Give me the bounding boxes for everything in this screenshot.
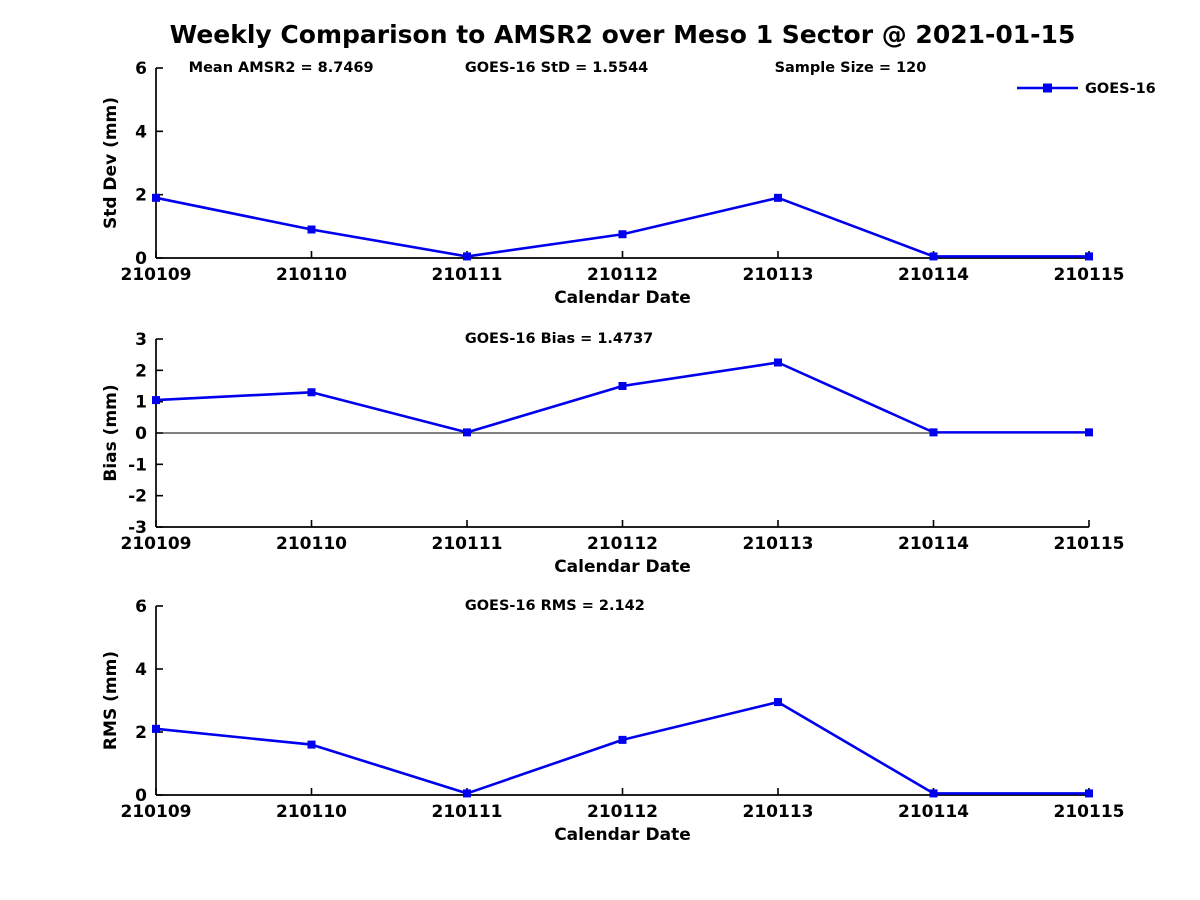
- data-point-marker: [929, 428, 938, 437]
- x-tick-label: 210109: [121, 534, 192, 554]
- data-point-marker: [774, 358, 782, 367]
- x-tick-label: 210113: [743, 265, 814, 285]
- x-tick-label: 210110: [276, 265, 347, 285]
- x-tick-label: 210112: [587, 802, 658, 822]
- data-point-marker: [307, 225, 316, 234]
- data-point-marker: [1085, 789, 1093, 798]
- x-tick-label: 210114: [898, 534, 969, 554]
- x-tick-label: 210113: [743, 802, 814, 822]
- data-point-marker: [774, 193, 782, 202]
- series-line-GOES-16: [155, 700, 1089, 795]
- x-tick-label: 210115: [1054, 802, 1125, 822]
- data-point-marker: [463, 789, 471, 798]
- data-point-marker: [618, 382, 627, 390]
- x-tick-label: 210115: [1054, 265, 1125, 285]
- annotation-text: GOES-16 RMS = 2.142: [465, 598, 645, 614]
- figure-title: Weekly Comparison to AMSR2 over Meso 1 S…: [169, 20, 1076, 49]
- data-point-marker: [463, 252, 471, 261]
- y-tick-label: 3: [135, 330, 147, 350]
- data-point-marker: [307, 388, 316, 397]
- y-tick-label: 0: [135, 786, 147, 806]
- x-tick-label: 210110: [276, 534, 347, 554]
- legend-label: GOES-16: [1085, 81, 1156, 97]
- y-tick-label: 0: [135, 249, 147, 269]
- x-tick-label: 210111: [432, 802, 503, 822]
- x-axis-label: Calendar Date: [554, 557, 691, 577]
- subplot-bias: -3 -2 -1 0 1 2 3 210109 210110 210111 210112 210113…: [101, 330, 1124, 577]
- y-tick-label: -1: [128, 455, 147, 475]
- subplot-rms: 0 2 4 6 210109 210110 210111 210112 210113 210114…: [101, 597, 1124, 845]
- x-tick-label: 210111: [432, 265, 503, 285]
- x-tick-label: 210113: [743, 534, 814, 554]
- data-point-marker: [1085, 428, 1093, 437]
- data-point-marker: [1085, 252, 1093, 261]
- data-point-marker: [618, 230, 627, 239]
- y-tick-label: -3: [128, 518, 147, 538]
- y-tick-label: 6: [135, 59, 147, 79]
- x-tick-label: 210109: [121, 802, 192, 822]
- data-point-marker: [152, 193, 160, 202]
- y-tick-label: 2: [135, 723, 147, 743]
- data-point-marker: [929, 789, 938, 798]
- data-point-marker: [152, 724, 160, 733]
- data-point-marker: [463, 428, 471, 437]
- y-tick-label: 2: [135, 186, 147, 206]
- data-point-marker: [774, 698, 782, 707]
- y-tick-label: -2: [128, 487, 147, 507]
- series-line-GOES-16: [155, 361, 1089, 434]
- y-tick-label: 4: [135, 660, 147, 680]
- y-tick-label: 2: [135, 361, 147, 381]
- x-tick-label: 210115: [1054, 534, 1125, 554]
- annotation-text: GOES-16 Bias = 1.4737: [465, 331, 653, 347]
- x-tick-label: 210110: [276, 802, 347, 822]
- x-tick-label: 210109: [121, 265, 192, 285]
- annotation-text: Mean AMSR2 = 8.7469: [189, 60, 374, 76]
- x-axis-label: Calendar Date: [554, 288, 691, 308]
- data-point-marker: [152, 396, 160, 405]
- series-line-GOES-16: [155, 196, 1089, 258]
- data-point-marker: [929, 252, 938, 261]
- data-point-marker: [307, 740, 316, 749]
- y-tick-label: 4: [135, 122, 147, 142]
- legend-marker: [1043, 83, 1052, 93]
- subplot-std-dev: 0 2 4 6 210109 210110 210111 210112 210113 210114…: [101, 59, 1156, 308]
- y-axis-label: Std Dev (mm): [101, 97, 121, 229]
- y-tick-label: 6: [135, 597, 147, 617]
- x-tick-label: 210114: [898, 802, 969, 822]
- y-tick-label: 0: [135, 424, 147, 444]
- x-tick-label: 210111: [432, 534, 503, 554]
- x-axis-label: Calendar Date: [554, 825, 691, 845]
- y-axis-label: RMS (mm): [101, 651, 121, 750]
- y-tick-label: 1: [135, 393, 147, 413]
- x-tick-label: 210112: [587, 534, 658, 554]
- annotation-text: Sample Size = 120: [775, 60, 927, 76]
- data-point-marker: [618, 735, 627, 744]
- annotation-text: GOES-16 StD = 1.5544: [465, 60, 648, 76]
- legend: GOES-16: [1017, 81, 1156, 97]
- x-tick-label: 210114: [898, 265, 969, 285]
- x-tick-label: 210112: [587, 265, 658, 285]
- y-axis-label: Bias (mm): [101, 384, 121, 481]
